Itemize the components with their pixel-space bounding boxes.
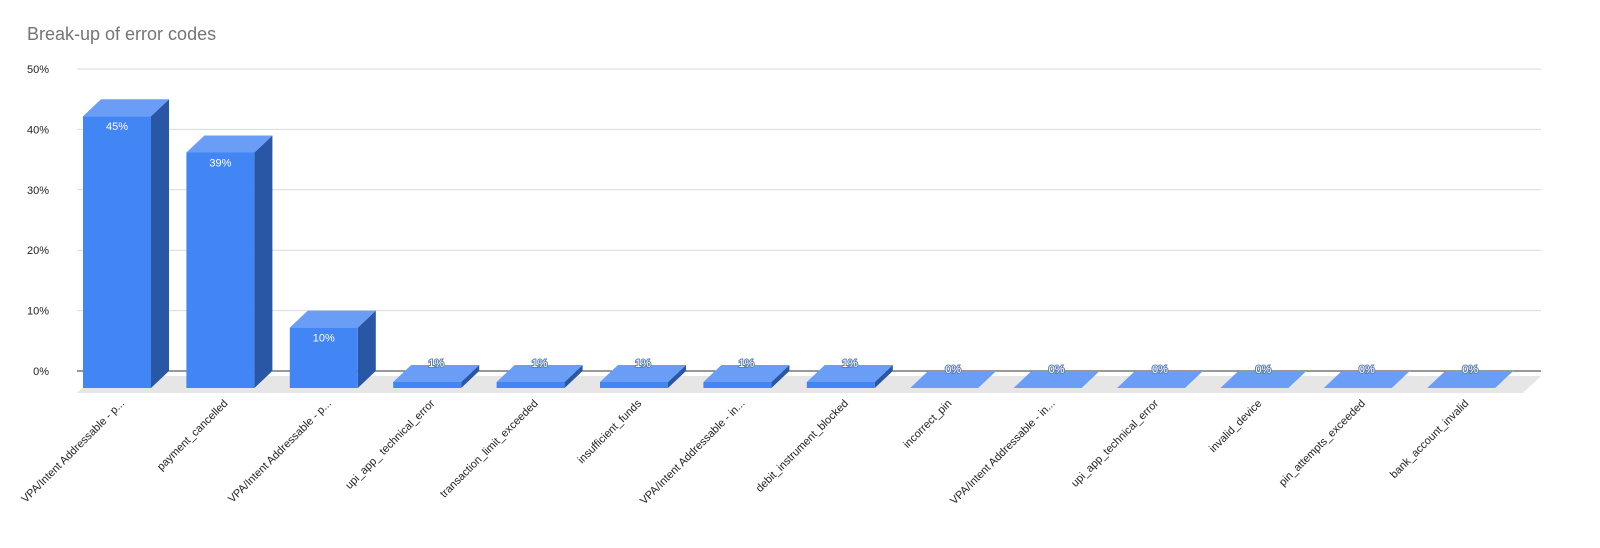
- y-tick-label: 50%: [27, 64, 49, 76]
- data-label: 0%: [1049, 364, 1065, 376]
- bar: [806, 364, 893, 388]
- bar: [496, 364, 583, 388]
- bar-top-face: [1427, 371, 1514, 388]
- bar-side-face: [357, 310, 376, 388]
- x-category-label: payment_cancelled: [155, 398, 231, 474]
- bar-front-face: [703, 381, 772, 388]
- bar-top-face: [496, 364, 583, 382]
- bar: [289, 310, 376, 388]
- y-tick-label: 40%: [27, 124, 49, 136]
- bar-top-face: [703, 364, 790, 382]
- bar: [83, 99, 169, 388]
- y-tick-label: 20%: [27, 245, 49, 257]
- bar-top-face: [289, 310, 376, 328]
- bar: [1117, 371, 1203, 388]
- bar-front-face: [83, 116, 151, 388]
- bar: [600, 364, 686, 388]
- data-label: 1%: [635, 358, 651, 370]
- bar: [186, 135, 273, 388]
- bar: [1220, 371, 1307, 388]
- data-label: 0%: [945, 364, 961, 376]
- bar: [910, 371, 997, 388]
- x-category-label: insufficient_funds: [576, 397, 645, 466]
- bar-top-face: [186, 135, 273, 153]
- chart-title: Break-up of error codes: [27, 24, 217, 44]
- bar-side-face: [564, 364, 583, 388]
- bar-top-face: [1323, 371, 1410, 388]
- bar-top-face: [1013, 371, 1100, 388]
- x-category-label: VPA/Intent Addressable - in...: [948, 398, 1058, 508]
- bar: [703, 364, 790, 388]
- bar: [1427, 371, 1514, 388]
- bar-side-face: [874, 364, 893, 388]
- bar-side-face: [254, 135, 273, 388]
- x-category-label: VPA/Intent Addressable - p...: [226, 398, 334, 506]
- bar-front-face: [393, 381, 462, 388]
- x-category-label: debit_instrument_blocked: [754, 398, 851, 495]
- x-category-label: pin_attempts_exceeded: [1277, 398, 1368, 489]
- data-label: 10%: [313, 333, 335, 345]
- bar-side-face: [461, 364, 480, 388]
- y-tick-label: 30%: [27, 185, 49, 197]
- data-label: 1%: [532, 358, 548, 370]
- bar-front-face: [806, 381, 875, 388]
- bar-top-face: [806, 364, 893, 382]
- bar: [1323, 371, 1410, 388]
- bar-side-face: [151, 99, 169, 388]
- data-label: 0%: [1255, 364, 1271, 376]
- bar-top-face: [83, 99, 169, 117]
- data-label: 45%: [106, 121, 128, 133]
- x-category-label: incorrect_pin: [901, 398, 954, 451]
- data-label: 1%: [738, 358, 754, 370]
- bar-top-face: [1220, 371, 1307, 388]
- bar-top-face: [1117, 371, 1203, 388]
- bar-side-face: [771, 364, 790, 388]
- y-tick-label: 0%: [33, 366, 49, 378]
- data-label: 0%: [1152, 364, 1168, 376]
- x-category-label: VPA/Intent Addressable - in...: [638, 398, 748, 508]
- x-category-label: bank_account_invalid: [1388, 398, 1471, 481]
- x-category-label: upi_app_ technical_error: [343, 397, 437, 491]
- x-category-label: invalid_device: [1207, 398, 1264, 455]
- bar-top-face: [393, 364, 480, 382]
- data-label: 1%: [428, 358, 444, 370]
- y-tick-label: 10%: [27, 306, 49, 318]
- bar-top-face: [910, 371, 997, 388]
- bar-front-face: [289, 327, 358, 388]
- bar: [1013, 371, 1100, 388]
- bar-top-face: [600, 364, 686, 382]
- bar-side-face: [668, 364, 686, 388]
- bar-front-face: [186, 152, 255, 388]
- data-label: 39%: [209, 157, 231, 169]
- data-label: 0%: [1462, 364, 1478, 376]
- bar-front-face: [600, 381, 668, 388]
- x-category-label: upi_app_technical_error: [1069, 397, 1161, 489]
- data-label: 0%: [1359, 364, 1375, 376]
- x-category-label: transaction_limit_exceeded: [438, 398, 541, 501]
- x-category-label: VPA/Intent Addressable - p...: [19, 398, 127, 506]
- bar: [393, 364, 480, 388]
- bar-front-face: [496, 381, 565, 388]
- data-label: 1%: [842, 358, 858, 370]
